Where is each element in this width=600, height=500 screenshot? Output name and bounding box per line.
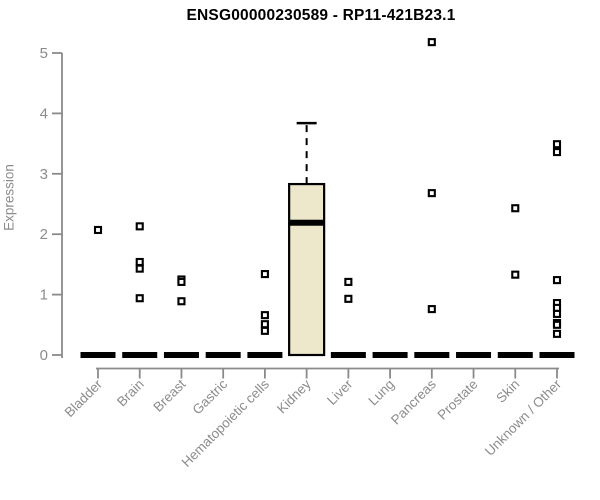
x-tick-label-brain: Brain <box>114 377 147 410</box>
median-bar <box>497 352 533 358</box>
median-bar <box>330 352 366 358</box>
outlier-point <box>260 270 269 279</box>
outlier-point <box>135 222 144 231</box>
outlier-point <box>427 38 436 47</box>
outlier-point <box>427 305 436 314</box>
x-tick-label-unknown-other: Unknown / Other <box>482 376 565 459</box>
outlier-point <box>260 326 269 335</box>
outlier-point <box>552 140 562 149</box>
box-group-gastric <box>205 352 241 358</box>
iqr-box <box>288 182 326 357</box>
outlier-point <box>135 264 144 273</box>
outlier-point <box>93 225 103 235</box>
x-tick-label-lung: Lung <box>365 377 397 409</box>
x-tick-label-gastric: Gastric <box>189 376 230 417</box>
y-tick-label: 1 <box>40 287 48 304</box>
outlier-point <box>552 329 562 338</box>
outlier-point <box>135 257 144 267</box>
x-tick-label-bladder: Bladder <box>62 376 106 420</box>
median-bar <box>163 352 199 358</box>
median-bar <box>414 352 450 358</box>
y-tick-label: 2 <box>40 226 48 243</box>
box-group-prostate <box>456 352 492 358</box>
box-group-unknown-other <box>539 140 575 358</box>
y-tick-label: 0 <box>40 347 48 364</box>
box-group-pancreas <box>414 38 450 358</box>
chart-title: ENSG00000230589 - RP11-421B23.1 <box>186 7 456 24</box>
median-bar <box>289 219 325 226</box>
median-bar <box>80 352 116 358</box>
box-group-hematopoietic-cells <box>247 270 283 358</box>
box-group-breast <box>163 275 199 358</box>
box-group-skin <box>497 204 533 358</box>
median-bar <box>539 352 575 358</box>
box-group-liver <box>330 277 366 358</box>
x-tick-label-liver: Liver <box>324 376 356 408</box>
outlier-point <box>177 297 186 306</box>
outlier-point <box>552 309 562 318</box>
x-tick-label-prostate: Prostate <box>435 377 481 423</box>
box-group-brain <box>122 222 158 358</box>
x-tick-label-kidney: Kidney <box>274 376 314 416</box>
median-bar <box>122 352 158 358</box>
x-tick-label-breast: Breast <box>150 376 188 414</box>
y-tick-label: 4 <box>40 105 48 122</box>
outlier-point <box>552 148 562 157</box>
outlier-point <box>427 189 436 198</box>
outlier-point <box>511 204 520 213</box>
box-group-lung <box>372 352 408 358</box>
outlier-point <box>135 294 144 303</box>
y-tick-label: 3 <box>40 166 48 183</box>
median-bar <box>205 352 241 358</box>
outlier-point <box>552 276 562 285</box>
median-bar <box>456 352 492 358</box>
x-tick-label-pancreas: Pancreas <box>388 376 439 427</box>
box-group-bladder <box>80 225 116 358</box>
outlier-point <box>260 320 269 329</box>
outlier-point <box>344 294 353 303</box>
median-bar <box>372 352 408 358</box>
y-axis: 0 1 2 3 4 5 <box>40 45 63 364</box>
outlier-point <box>177 277 186 286</box>
outlier-point <box>511 270 520 279</box>
y-axis-label: Expression <box>1 164 17 231</box>
x-tick-label-skin: Skin <box>493 377 522 406</box>
outlier-point <box>552 320 562 329</box>
y-tick-label: 5 <box>40 45 48 62</box>
outlier-point <box>344 277 353 286</box>
box-group-kidney <box>288 121 326 357</box>
outlier-point <box>260 311 269 320</box>
median-bar <box>247 352 283 358</box>
